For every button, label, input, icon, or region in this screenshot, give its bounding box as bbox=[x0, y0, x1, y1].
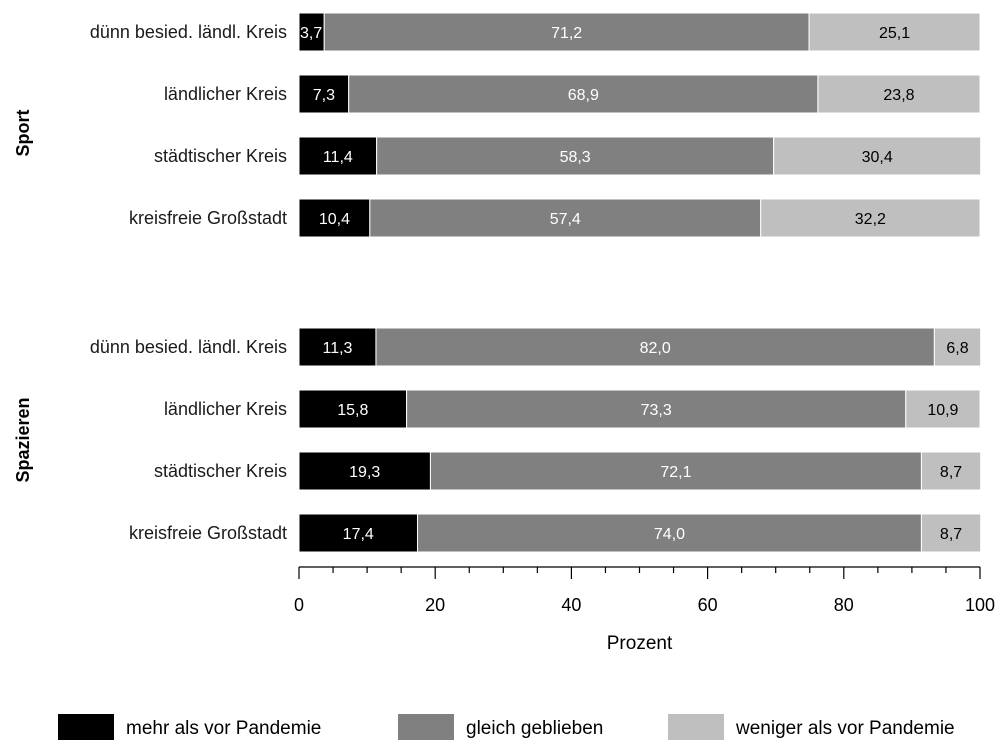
value-label-sport-staedtischer-kreis-gleich-geblieben: 58,3 bbox=[560, 149, 591, 166]
bar-spazieren-laendlicher-kreis-weniger-als-vor-pandemie bbox=[905, 389, 981, 429]
value-label-spazieren-staedtischer-kreis-gleich-geblieben: 72,1 bbox=[660, 464, 691, 481]
value-label-spazieren-kreisfreie-grossstadt-gleich-geblieben: 74,0 bbox=[654, 526, 685, 543]
value-label-sport-laendlicher-kreis-weniger-als-vor-pandemie: 23,8 bbox=[883, 87, 914, 104]
bar-spazieren-staedtischer-kreis-weniger-als-vor-pandemie bbox=[920, 451, 982, 491]
bar-sport-duenn-besied-laendl-kreis-weniger-als-vor-pandemie bbox=[808, 12, 981, 52]
group-label-spazieren: Spazieren bbox=[13, 397, 33, 482]
value-label-sport-staedtischer-kreis-mehr-als-vor-pandemie: 11,4 bbox=[323, 149, 353, 166]
value-label-spazieren-staedtischer-kreis-mehr-als-vor-pandemie: 19,3 bbox=[349, 464, 380, 481]
bar-sport-staedtischer-kreis-gleich-geblieben bbox=[376, 136, 775, 176]
value-label-spazieren-laendlicher-kreis-mehr-als-vor-pandemie: 15,8 bbox=[337, 402, 368, 419]
x-tick-label-0: 0 bbox=[294, 595, 304, 615]
legend-label-mehr-als-vor-pandemie: mehr als vor Pandemie bbox=[126, 718, 321, 739]
legend: mehr als vor Pandemie gleich geblieben wen… bbox=[58, 714, 955, 740]
x-tick-label-80: 80 bbox=[834, 595, 854, 615]
bar-spazieren-laendlicher-kreis-mehr-als-vor-pandemie bbox=[298, 389, 408, 429]
x-axis: 0 20 40 60 80 100 Prozent bbox=[294, 566, 995, 654]
value-label-spazieren-laendlicher-kreis-gleich-geblieben: 73,3 bbox=[641, 402, 672, 419]
bar-spazieren-duenn-besied-laendl-kreis-weniger-als-vor-pandemie bbox=[933, 327, 982, 367]
value-label-spazieren-staedtischer-kreis-weniger-als-vor-pandemie: 8,7 bbox=[940, 464, 962, 481]
bar-sport-kreisfreie-grossstadt-weniger-als-vor-pandemie bbox=[760, 198, 981, 238]
bar-spazieren-kreisfreie-grossstadt-weniger-als-vor-pandemie bbox=[920, 513, 982, 553]
bar-sport-staedtischer-kreis-mehr-als-vor-pandemie bbox=[298, 136, 378, 176]
category-label-spazieren-kreisfreie-grossstadt: kreisfreie Großstadt bbox=[129, 523, 287, 543]
value-label-sport-kreisfreie-grossstadt-mehr-als-vor-pandemie: 10,4 bbox=[319, 211, 350, 228]
category-label-sport-kreisfreie-grossstadt: kreisfreie Großstadt bbox=[129, 208, 287, 228]
x-axis-title: Prozent bbox=[607, 633, 673, 654]
category-label-sport-laendlicher-kreis: ländlicher Kreis bbox=[164, 84, 287, 104]
category-label-sport-duenn-besied-laendl-kreis: dünn besied. ländl. Kreis bbox=[90, 22, 287, 42]
bar-sport-staedtischer-kreis-weniger-als-vor-pandemie bbox=[773, 136, 982, 176]
value-label-sport-duenn-besied-laendl-kreis-mehr-als-vor-pandemie: 3,7 bbox=[300, 25, 322, 42]
value-label-spazieren-duenn-besied-laendl-kreis-weniger-als-vor-pandemie: 6,8 bbox=[946, 340, 968, 357]
bar-spazieren-staedtischer-kreis-mehr-als-vor-pandemie bbox=[298, 451, 431, 491]
bar-sport-duenn-besied-laendl-kreis-mehr-als-vor-pandemie bbox=[298, 12, 325, 52]
legend-swatch-gleich-geblieben bbox=[398, 714, 454, 740]
bar-spazieren-duenn-besied-laendl-kreis-mehr-als-vor-pandemie bbox=[298, 327, 377, 367]
category-label-spazieren-duenn-besied-laendl-kreis: dünn besied. ländl. Kreis bbox=[90, 337, 287, 357]
x-tick-label-20: 20 bbox=[425, 595, 445, 615]
bar-spazieren-kreisfreie-grossstadt-gleich-geblieben bbox=[416, 513, 922, 553]
bar-sport-kreisfreie-grossstadt-mehr-als-vor-pandemie bbox=[298, 198, 371, 238]
x-tick-label-60: 60 bbox=[698, 595, 718, 615]
legend-swatch-weniger-als-vor-pandemie bbox=[668, 714, 724, 740]
bar-spazieren-staedtischer-kreis-gleich-geblieben bbox=[429, 451, 922, 491]
bars-layer bbox=[298, 12, 982, 553]
category-label-sport-staedtischer-kreis: städtischer Kreis bbox=[154, 146, 287, 166]
x-tick-label-100: 100 bbox=[965, 595, 995, 615]
value-label-spazieren-laendlicher-kreis-weniger-als-vor-pandemie: 10,9 bbox=[927, 402, 958, 419]
value-label-sport-laendlicher-kreis-gleich-geblieben: 68,9 bbox=[568, 87, 599, 104]
category-label-spazieren-laendlicher-kreis: ländlicher Kreis bbox=[164, 399, 287, 419]
value-label-sport-kreisfreie-grossstadt-weniger-als-vor-pandemie: 32,2 bbox=[855, 211, 886, 228]
category-label-spazieren-staedtischer-kreis: städtischer Kreis bbox=[154, 461, 287, 481]
bar-sport-duenn-besied-laendl-kreis-gleich-geblieben bbox=[323, 12, 810, 52]
value-label-spazieren-kreisfreie-grossstadt-mehr-als-vor-pandemie: 17,4 bbox=[343, 526, 374, 543]
labels-layer: Sport dünn besied. ländl. Kreis 3,7 71,2 25,… bbox=[13, 22, 969, 543]
bar-sport-laendlicher-kreis-gleich-geblieben bbox=[348, 74, 819, 114]
value-label-spazieren-duenn-besied-laendl-kreis-gleich-geblieben: 82,0 bbox=[640, 340, 671, 357]
group-label-sport: Sport bbox=[13, 109, 33, 156]
bar-spazieren-laendlicher-kreis-gleich-geblieben bbox=[406, 389, 907, 429]
value-label-sport-kreisfreie-grossstadt-gleich-geblieben: 57,4 bbox=[550, 211, 581, 228]
x-tick-label-40: 40 bbox=[561, 595, 581, 615]
value-label-sport-laendlicher-kreis-mehr-als-vor-pandemie: 7,3 bbox=[313, 87, 335, 104]
value-label-sport-duenn-besied-laendl-kreis-weniger-als-vor-pandemie: 25,1 bbox=[879, 25, 910, 42]
legend-label-weniger-als-vor-pandemie: weniger als vor Pandemie bbox=[735, 718, 955, 739]
bar-spazieren-kreisfreie-grossstadt-mehr-als-vor-pandemie bbox=[298, 513, 418, 553]
legend-swatch-mehr-als-vor-pandemie bbox=[58, 714, 114, 740]
value-label-sport-duenn-besied-laendl-kreis-gleich-geblieben: 71,2 bbox=[551, 25, 582, 42]
value-label-spazieren-kreisfreie-grossstadt-weniger-als-vor-pandemie: 8,7 bbox=[940, 526, 962, 543]
legend-label-gleich-geblieben: gleich geblieben bbox=[466, 718, 603, 739]
bar-spazieren-duenn-besied-laendl-kreis-gleich-geblieben bbox=[375, 327, 935, 367]
value-label-spazieren-duenn-besied-laendl-kreis-mehr-als-vor-pandemie: 11,3 bbox=[322, 340, 352, 357]
value-label-sport-staedtischer-kreis-weniger-als-vor-pandemie: 30,4 bbox=[862, 149, 893, 166]
bar-sport-laendlicher-kreis-weniger-als-vor-pandemie bbox=[817, 74, 981, 114]
